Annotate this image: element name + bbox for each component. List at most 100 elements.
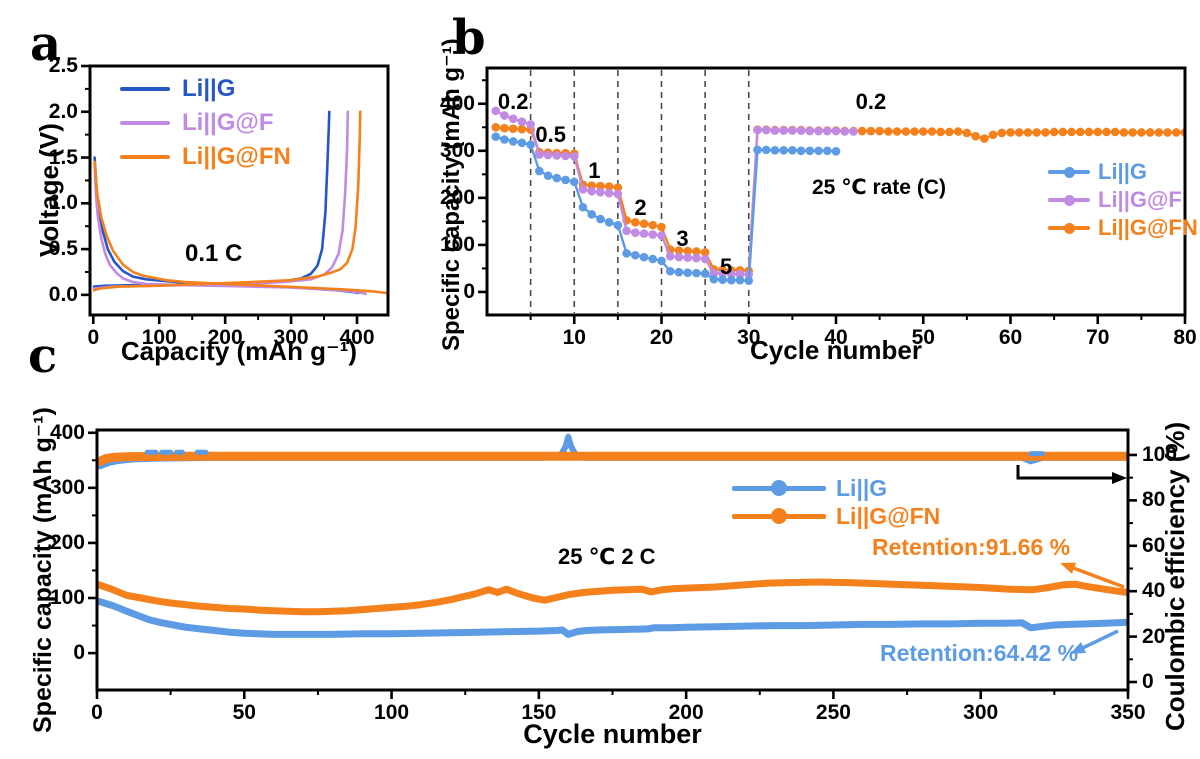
data-point — [508, 114, 518, 124]
data-point — [971, 131, 980, 141]
data-point — [596, 214, 605, 224]
data-point — [517, 117, 527, 126]
line-swatch — [120, 151, 170, 163]
data-point — [831, 146, 841, 156]
data-point — [604, 218, 614, 227]
data-point — [526, 140, 535, 149]
panel-a-x-axis-title: Capacity (mAh g⁻¹) — [120, 336, 358, 366]
c-x-tick-label: 0 — [91, 701, 103, 724]
data-point — [692, 247, 701, 256]
rate-value-label: 0.2 — [497, 89, 529, 115]
data-point — [927, 127, 937, 136]
data-point — [1110, 127, 1120, 137]
legend-label: Li||G@F — [182, 109, 274, 136]
data-point — [822, 146, 832, 156]
data-point — [997, 128, 1007, 138]
data-point — [657, 256, 666, 266]
data-point — [735, 269, 745, 279]
legend-item: Li||G@F — [120, 106, 291, 140]
a-x-tick-label: 300 — [273, 326, 309, 349]
data-point — [613, 183, 623, 192]
legend-item: Li||G — [732, 474, 940, 502]
data-point — [692, 253, 701, 263]
data-point — [596, 181, 605, 191]
data-point — [543, 171, 553, 181]
data-point — [753, 125, 762, 135]
c-left-y-tick-label: 300 — [49, 475, 85, 499]
data-point — [892, 127, 902, 136]
c-x-tick-label: 250 — [815, 701, 851, 724]
data-point — [1119, 128, 1129, 137]
panel-a-rate-annotation: 0.1 C — [185, 240, 243, 267]
data-point — [796, 126, 806, 135]
data-point — [517, 124, 527, 134]
data-point — [648, 230, 658, 239]
Li||G — [494, 135, 838, 282]
b-x-tick-label: 60 — [998, 326, 1023, 349]
data-point — [727, 269, 736, 279]
c-right-y-tick-label: 40 — [1142, 579, 1166, 603]
b-y-tick-label: 0 — [463, 279, 475, 303]
annotation-arrow — [1060, 562, 1077, 574]
a-y-tick-label: 2.0 — [48, 99, 78, 123]
data-point — [788, 146, 797, 155]
data-point — [988, 130, 998, 140]
data-point — [631, 218, 640, 227]
data-point — [569, 177, 579, 187]
data-point — [535, 166, 544, 176]
c-x-tick-label: 300 — [963, 701, 999, 724]
data-point — [674, 252, 684, 262]
Li||G@FN charge — [92, 110, 362, 292]
data-point — [491, 106, 501, 116]
b-x-tick-label: 40 — [824, 326, 848, 349]
legend-item: Li||G — [1048, 158, 1198, 186]
data-point — [1058, 127, 1068, 137]
data-point — [980, 134, 989, 143]
data-point — [779, 126, 788, 135]
data-point — [639, 219, 649, 229]
panel-c-letter: c — [28, 328, 58, 384]
c-right-y-tick-label: 100 — [1142, 442, 1178, 466]
legend-label: Li||G@F — [1098, 187, 1182, 212]
data-point — [709, 274, 719, 284]
data-point — [500, 111, 509, 120]
panel-a-letter: a — [30, 16, 62, 72]
panel-b-condition-annotation: 25 ℃ rate (C) — [812, 176, 946, 199]
c-x-tick-label: 350 — [1110, 701, 1146, 724]
retention-annotation-g: Retention:64.42 % — [880, 640, 1079, 666]
data-point — [665, 251, 675, 261]
a-y-tick-label: 1.0 — [48, 191, 78, 215]
data-point — [683, 268, 692, 277]
data-point — [561, 175, 570, 185]
panel-b-x-axis-title: Cycle number — [750, 335, 922, 365]
b-y-tick-label: 100 — [439, 232, 475, 256]
data-point — [744, 276, 754, 285]
data-point — [665, 266, 675, 276]
c-right-y-tick-label: 0 — [1142, 670, 1154, 693]
legend-label: Li||G@FN — [182, 143, 291, 170]
data-point — [700, 254, 710, 264]
a-x-tick-label: 0 — [87, 326, 100, 349]
Li||G capacity — [97, 597, 1128, 638]
data-point — [936, 127, 945, 137]
panel-c-x-axis-title: Cycle number — [523, 719, 702, 749]
rate-value-label: 2 — [634, 195, 647, 221]
data-point — [840, 127, 850, 136]
b-x-tick-label: 80 — [1173, 326, 1197, 349]
data-point — [631, 250, 640, 260]
data-point — [831, 126, 841, 136]
data-point — [901, 127, 911, 136]
line-swatch — [120, 117, 170, 129]
data-point — [648, 254, 658, 264]
a-y-tick-label: 0.5 — [48, 237, 78, 261]
data-point — [814, 126, 823, 136]
Li||G@FN discharge — [93, 160, 388, 295]
data-point — [613, 220, 623, 230]
data-point — [822, 126, 832, 136]
data-point — [779, 146, 788, 155]
data-point — [735, 275, 745, 285]
rate-value-label: 5 — [719, 254, 733, 280]
data-point — [1154, 128, 1164, 137]
data-point — [543, 150, 553, 160]
data-point — [491, 122, 501, 132]
